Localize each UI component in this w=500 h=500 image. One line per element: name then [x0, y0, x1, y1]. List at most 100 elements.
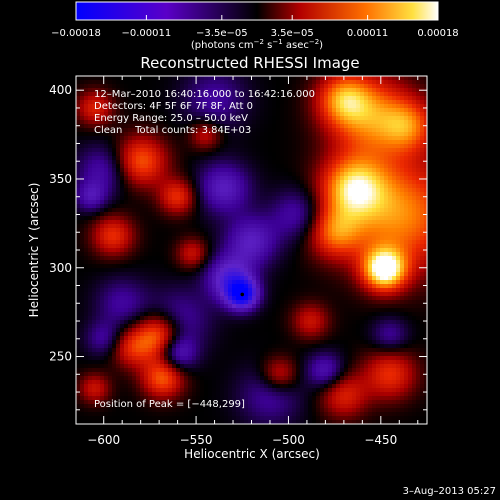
- heatmap-cell: [360, 236, 365, 241]
- heatmap-cell: [216, 140, 221, 145]
- heatmap-cell: [420, 252, 425, 257]
- heatmap-cell: [340, 208, 345, 213]
- heatmap-cell: [396, 260, 401, 265]
- heatmap-cell: [212, 188, 217, 193]
- heatmap-cell: [164, 104, 169, 109]
- heatmap-cell: [252, 248, 257, 253]
- heatmap-cell: [200, 84, 205, 89]
- heatmap-cell: [232, 88, 237, 93]
- heatmap-cell: [416, 88, 421, 93]
- heatmap-cell: [76, 228, 81, 233]
- heatmap-cell: [260, 212, 265, 217]
- heatmap-cell: [376, 228, 381, 233]
- heatmap-cell: [408, 276, 413, 281]
- heatmap-cell: [356, 232, 361, 237]
- heatmap-cell: [208, 260, 213, 265]
- heatmap-cell: [176, 172, 181, 177]
- heatmap-cell: [332, 276, 337, 281]
- heatmap-cell: [80, 300, 85, 305]
- heatmap-cell: [128, 176, 133, 181]
- heatmap-cell: [416, 292, 421, 297]
- heatmap-cell: [368, 236, 373, 241]
- heatmap-cell: [252, 188, 257, 193]
- heatmap-cell: [296, 208, 301, 213]
- heatmap-cell: [132, 100, 137, 105]
- heatmap-cell: [404, 108, 409, 113]
- heatmap-cell: [148, 156, 153, 161]
- heatmap-cell: [224, 156, 229, 161]
- heatmap-cell: [76, 192, 81, 197]
- heatmap-cell: [96, 292, 101, 297]
- heatmap-cell: [344, 224, 349, 229]
- heatmap-cell: [112, 252, 117, 257]
- heatmap-cell: [276, 124, 281, 129]
- heatmap-cell: [380, 244, 385, 249]
- heatmap-cell: [204, 260, 209, 265]
- heatmap-cell: [180, 268, 185, 273]
- heatmap-cell: [336, 200, 341, 205]
- heatmap-cell: [292, 248, 297, 253]
- heatmap-cell: [168, 264, 173, 269]
- heatmap-cell: [140, 156, 145, 161]
- heatmap-cell: [160, 264, 165, 269]
- heatmap-cell: [172, 176, 177, 181]
- heatmap-cell: [252, 96, 257, 101]
- heatmap-cell: [136, 124, 141, 129]
- heatmap-cell: [168, 256, 173, 261]
- heatmap-cell: [380, 272, 385, 277]
- heatmap-cell: [220, 172, 225, 177]
- heatmap-cell: [124, 232, 129, 237]
- heatmap-cell: [324, 240, 329, 245]
- heatmap-cell: [120, 276, 125, 281]
- heatmap-cell: [112, 172, 117, 177]
- heatmap-cell: [132, 140, 137, 145]
- heatmap-cell: [124, 164, 129, 169]
- heatmap-cell: [100, 248, 105, 253]
- heatmap-cell: [128, 296, 133, 301]
- heatmap-cell: [244, 196, 249, 201]
- heatmap-cell: [388, 180, 393, 185]
- heatmap-cell: [168, 192, 173, 197]
- heatmap-cell: [364, 252, 369, 257]
- heatmap-cell: [416, 272, 421, 277]
- heatmap-cell: [340, 124, 345, 129]
- heatmap-cell: [100, 148, 105, 153]
- heatmap-cell: [160, 144, 165, 149]
- heatmap-cell: [104, 248, 109, 253]
- heatmap-cell: [300, 236, 305, 241]
- heatmap-cell: [188, 128, 193, 133]
- heatmap-cell: [88, 124, 93, 129]
- heatmap-cell: [380, 132, 385, 137]
- heatmap-cell: [420, 264, 425, 269]
- heatmap-cell: [80, 220, 85, 225]
- heatmap-cell: [404, 140, 409, 145]
- heatmap-cell: [404, 156, 409, 161]
- heatmap-cell: [104, 76, 109, 81]
- heatmap-cell: [336, 148, 341, 153]
- heatmap-cell: [168, 108, 173, 113]
- heatmap-cell: [108, 200, 113, 205]
- heatmap-cell: [164, 256, 169, 261]
- heatmap-cell: [164, 260, 169, 265]
- heatmap-cell: [284, 160, 289, 165]
- heatmap-cell: [248, 116, 253, 121]
- heatmap-cell: [412, 200, 417, 205]
- heatmap-cell: [104, 160, 109, 165]
- heatmap-cell: [284, 296, 289, 301]
- heatmap-cell: [356, 272, 361, 277]
- heatmap-cell: [252, 88, 257, 93]
- heatmap-cell: [112, 108, 117, 113]
- heatmap-cell: [280, 200, 285, 205]
- heatmap-cell: [204, 224, 209, 229]
- heatmap-cell: [188, 284, 193, 289]
- heatmap-cell: [392, 268, 397, 273]
- heatmap-cell: [272, 180, 277, 185]
- heatmap-cell: [168, 160, 173, 165]
- heatmap-cell: [136, 84, 141, 89]
- heatmap-cell: [108, 100, 113, 105]
- heatmap-cell: [368, 156, 373, 161]
- heatmap-cell: [256, 252, 261, 257]
- heatmap-cell: [336, 160, 341, 165]
- heatmap-cell: [220, 256, 225, 261]
- heatmap-cell: [236, 216, 241, 221]
